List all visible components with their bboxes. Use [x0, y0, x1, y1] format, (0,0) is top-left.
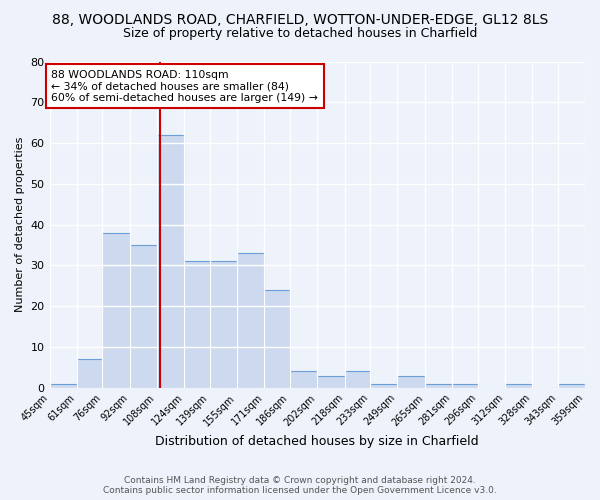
- Bar: [237, 253, 265, 388]
- Bar: [317, 376, 344, 388]
- Bar: [157, 135, 184, 388]
- Bar: [397, 376, 425, 388]
- Text: Size of property relative to detached houses in Charfield: Size of property relative to detached ho…: [123, 28, 477, 40]
- Bar: [265, 290, 290, 388]
- Bar: [344, 372, 370, 388]
- Bar: [130, 245, 157, 388]
- Bar: [103, 233, 130, 388]
- Bar: [184, 262, 210, 388]
- Bar: [452, 384, 478, 388]
- Y-axis label: Number of detached properties: Number of detached properties: [15, 137, 25, 312]
- Bar: [558, 384, 585, 388]
- Bar: [77, 359, 103, 388]
- Text: 88, WOODLANDS ROAD, CHARFIELD, WOTTON-UNDER-EDGE, GL12 8LS: 88, WOODLANDS ROAD, CHARFIELD, WOTTON-UN…: [52, 12, 548, 26]
- X-axis label: Distribution of detached houses by size in Charfield: Distribution of detached houses by size …: [155, 434, 479, 448]
- Text: 88 WOODLANDS ROAD: 110sqm
← 34% of detached houses are smaller (84)
60% of semi-: 88 WOODLANDS ROAD: 110sqm ← 34% of detac…: [51, 70, 318, 103]
- Bar: [290, 372, 317, 388]
- Text: Contains HM Land Registry data © Crown copyright and database right 2024.
Contai: Contains HM Land Registry data © Crown c…: [103, 476, 497, 495]
- Bar: [210, 262, 237, 388]
- Bar: [505, 384, 532, 388]
- Bar: [425, 384, 452, 388]
- Bar: [370, 384, 397, 388]
- Bar: [50, 384, 77, 388]
